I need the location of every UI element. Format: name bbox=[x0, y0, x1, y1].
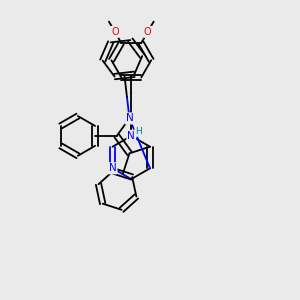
Text: O: O bbox=[111, 27, 119, 37]
Text: O: O bbox=[144, 27, 152, 37]
Text: N: N bbox=[126, 113, 133, 123]
Text: H: H bbox=[135, 127, 142, 136]
Text: N: N bbox=[109, 163, 116, 173]
Text: N: N bbox=[128, 131, 135, 141]
